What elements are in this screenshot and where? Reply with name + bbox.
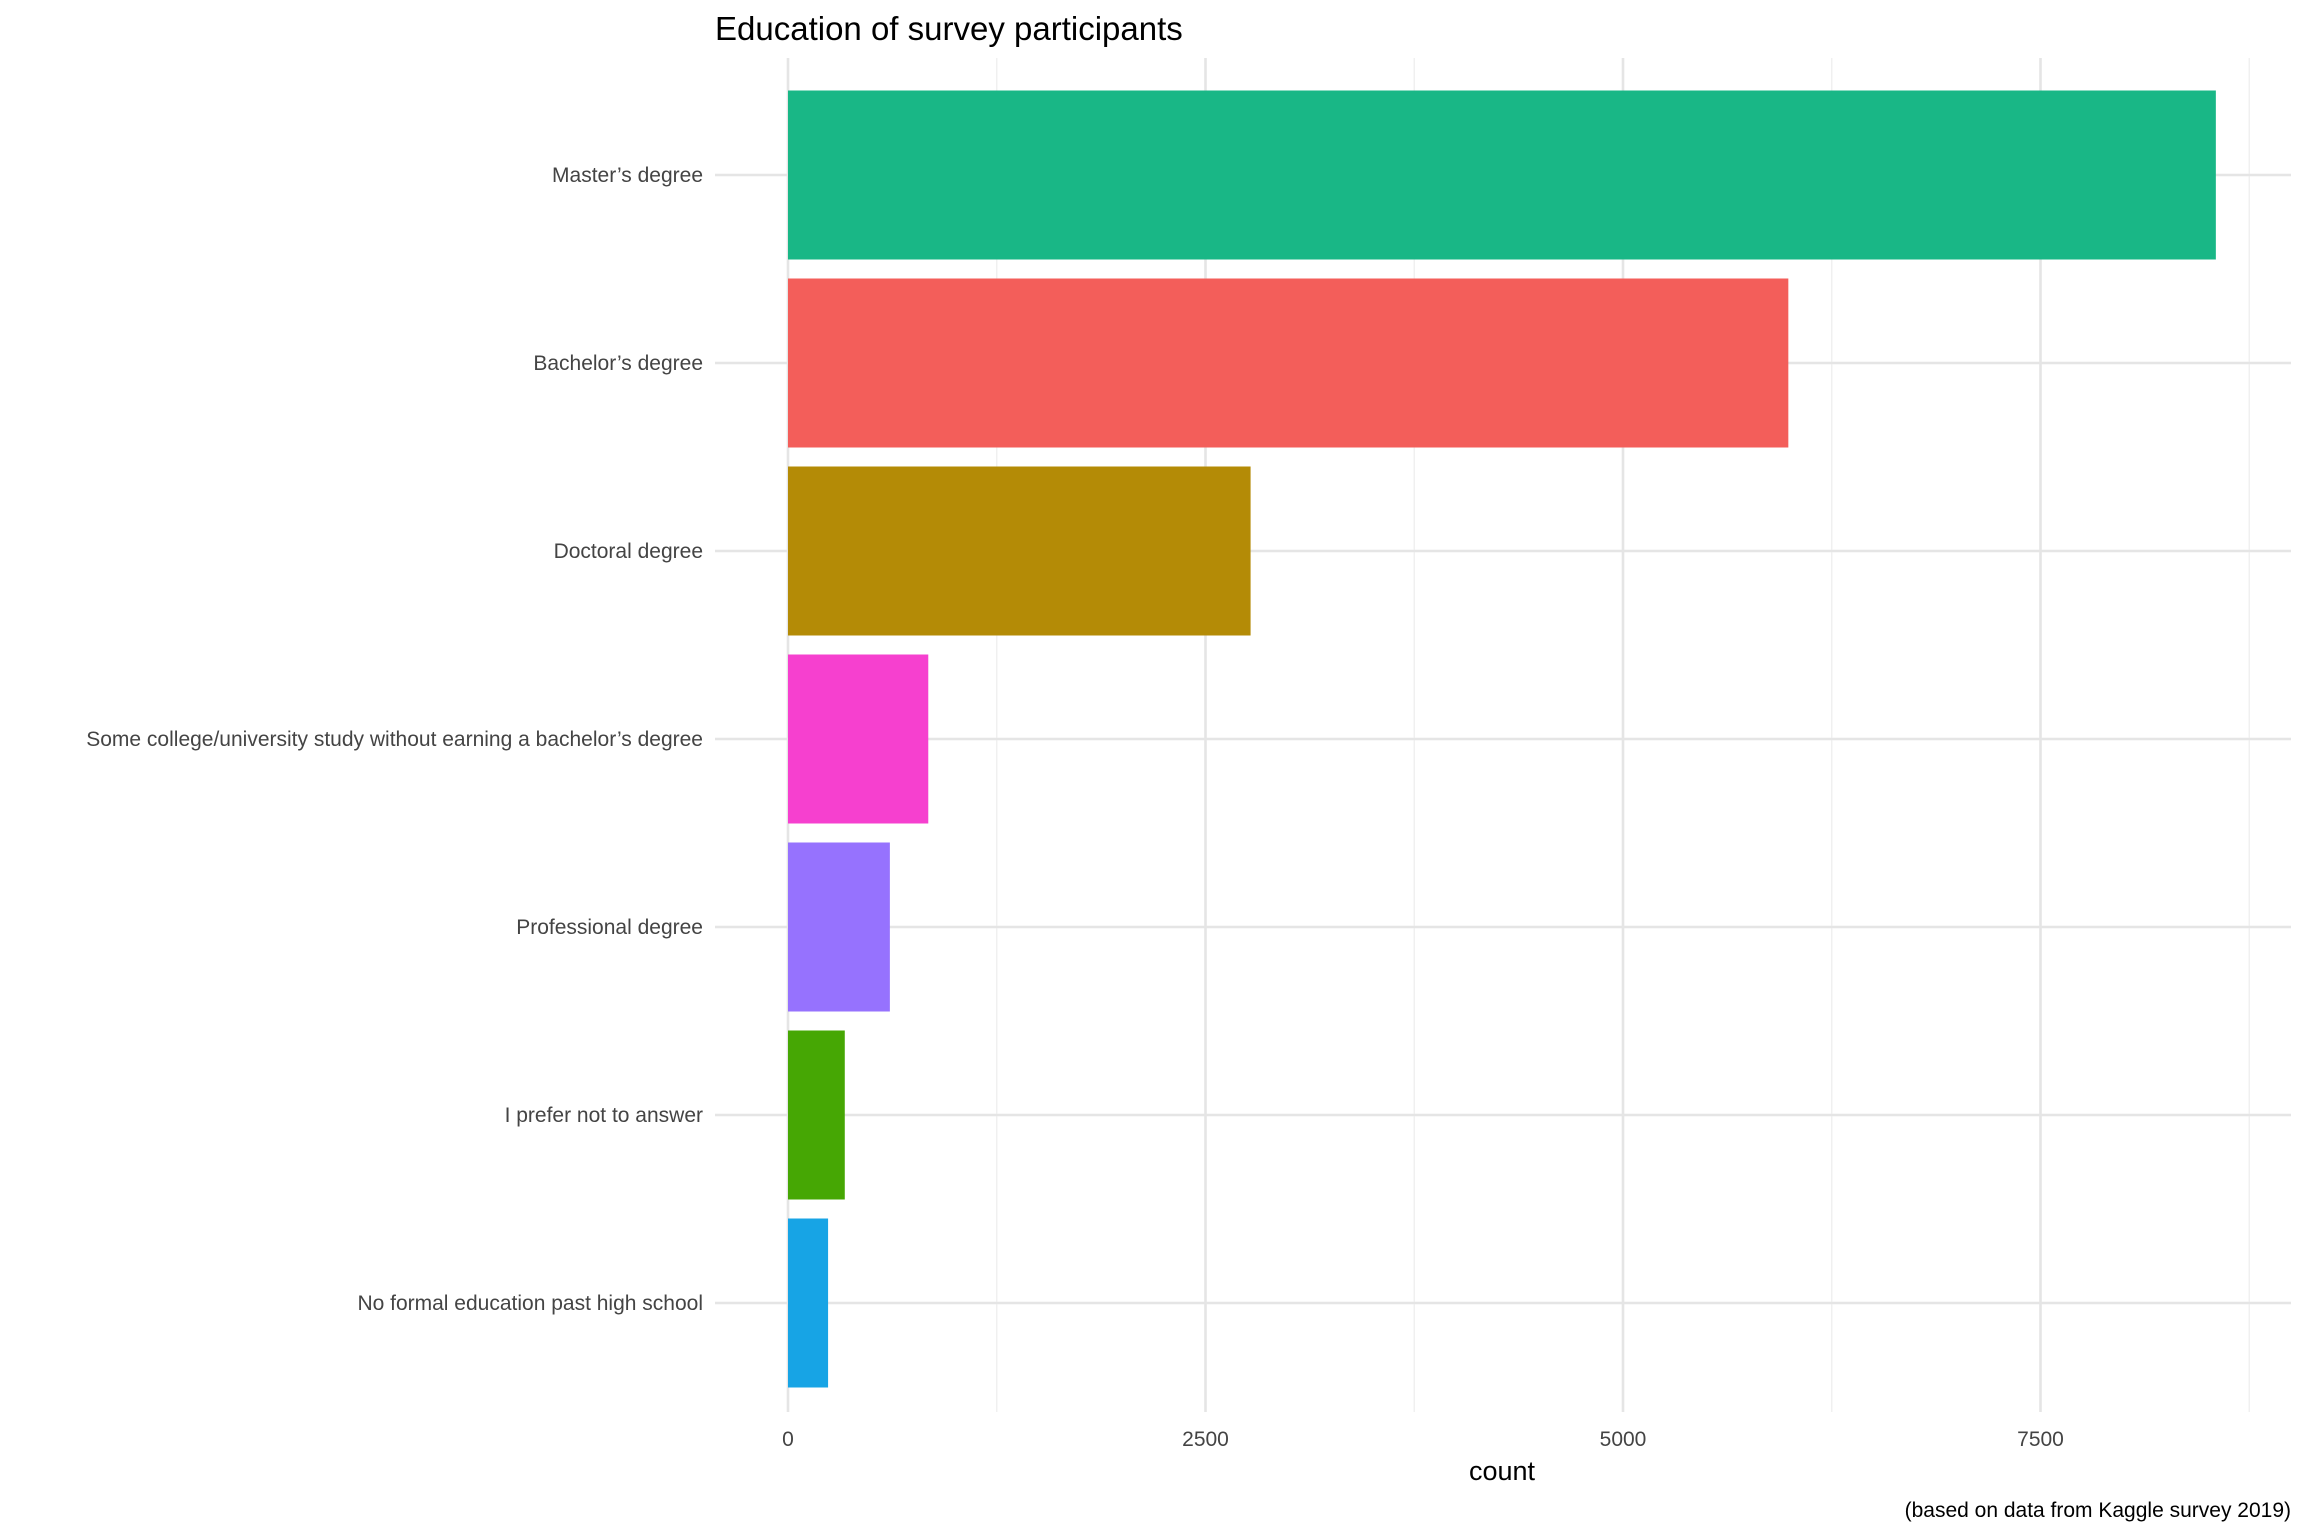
chart-caption: (based on data from Kaggle survey 2019) <box>1905 1499 2291 1522</box>
bar <box>788 466 1251 636</box>
category-label: Bachelor’s degree <box>533 352 703 375</box>
x-tick-label: 7500 <box>2017 1428 2064 1451</box>
x-tick-label: 2500 <box>1182 1428 1229 1451</box>
x-tick-label: 0 <box>782 1428 794 1451</box>
bars <box>788 90 2216 1388</box>
category-label: Master’s degree <box>552 164 703 187</box>
category-label: Doctoral degree <box>554 540 703 563</box>
category-label: I prefer not to answer <box>505 1104 703 1127</box>
x-tick-label: 5000 <box>1600 1428 1647 1451</box>
category-labels: Master’s degree Bachelor’s degree Doctoral… <box>86 164 703 1315</box>
category-label: No formal education past high school <box>357 1292 703 1315</box>
bar <box>788 90 2216 260</box>
bar <box>788 654 929 824</box>
x-axis-title: count <box>1469 1456 1536 1486</box>
bar <box>788 278 1789 448</box>
chart-title: Education of survey participants <box>715 10 1183 47</box>
bar <box>788 1030 845 1200</box>
bar <box>788 842 890 1012</box>
category-label: Some college/university study without ea… <box>86 728 703 751</box>
category-label: Professional degree <box>516 916 703 939</box>
bar <box>788 1218 829 1388</box>
gridlines <box>715 58 2291 1412</box>
x-axis-ticks: 0 2500 5000 7500 <box>782 1428 2064 1451</box>
